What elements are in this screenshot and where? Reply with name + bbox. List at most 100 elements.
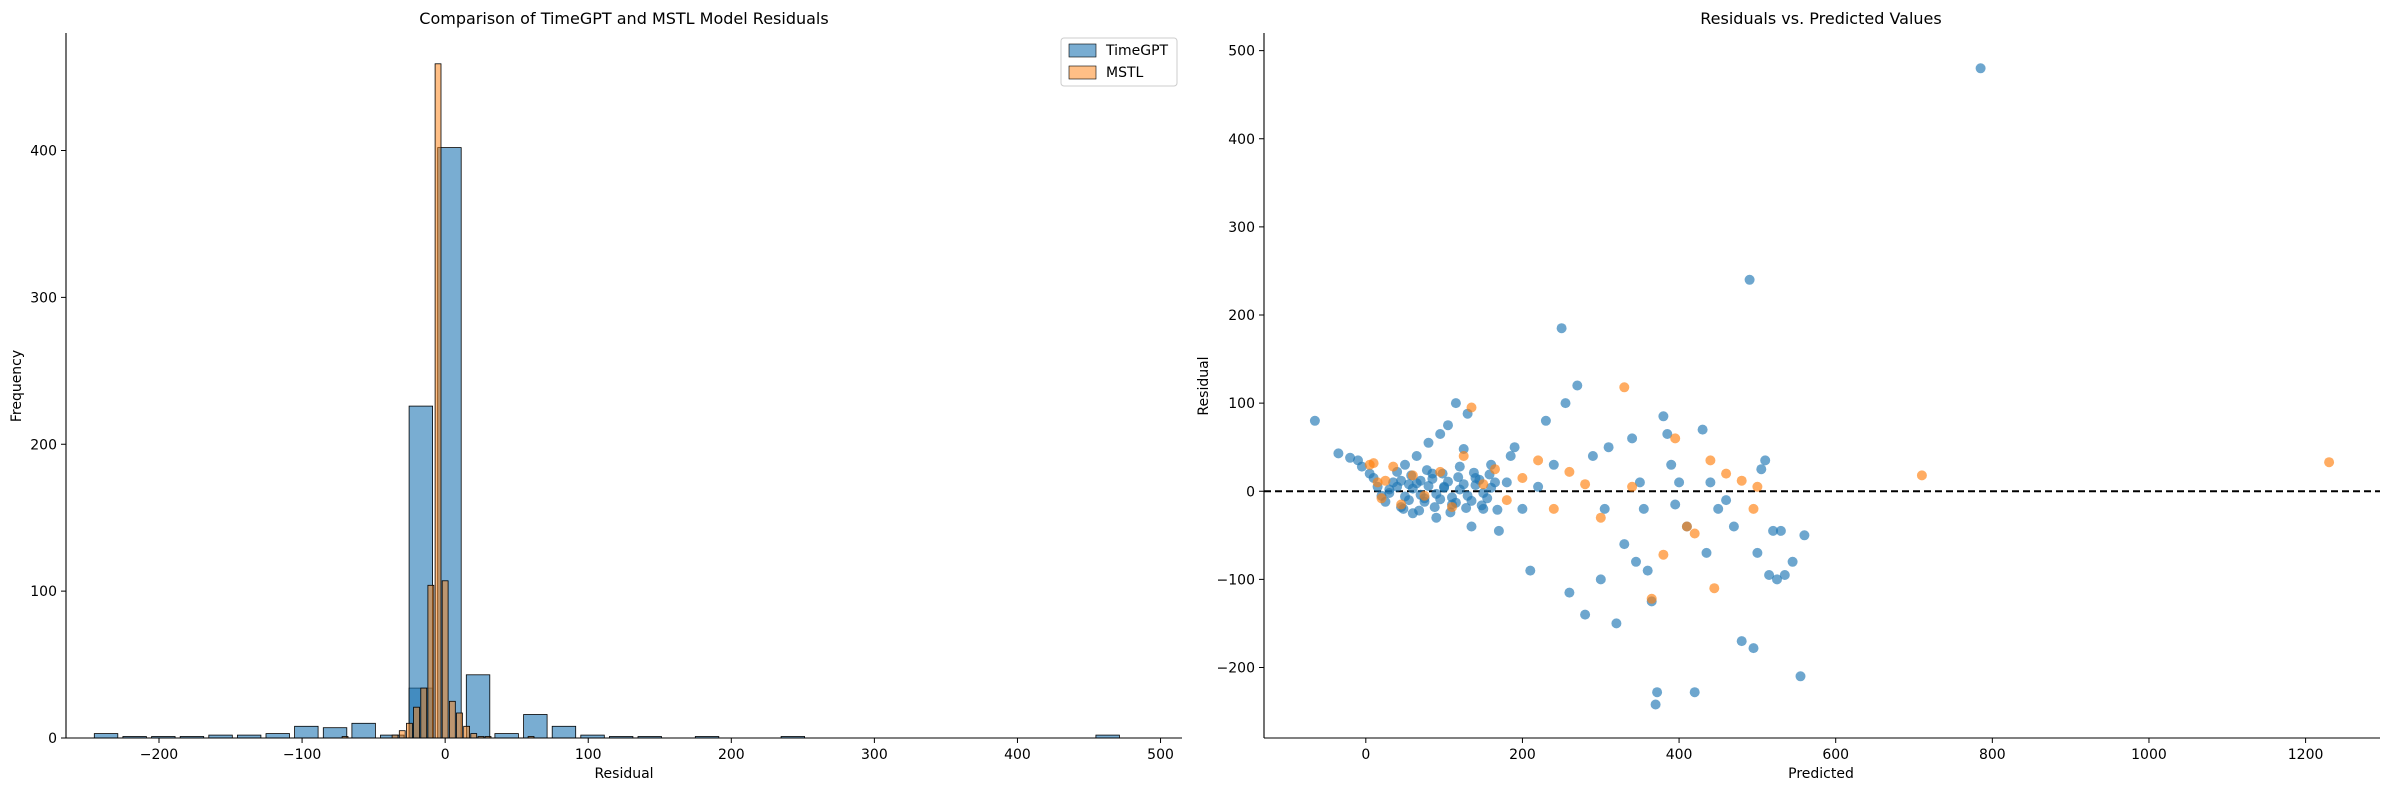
x-tick-label: −200 [140,747,178,763]
y-tick-label: 500 [1228,44,1255,60]
x-tick-label: 600 [1822,747,1849,763]
timegpt-point [1468,467,1479,478]
y-tick-label: 400 [1228,132,1255,148]
timegpt-point [1493,525,1504,536]
mstl-point [1646,593,1657,604]
mstl-point [1533,455,1544,466]
histogram-y-label: Frequency [9,350,25,422]
y-tick-label: 200 [30,437,57,453]
x-tick-label: 500 [1147,747,1174,763]
timegpt-point [1429,502,1440,513]
timegpt-bar [523,714,548,739]
timegpt-point [1466,495,1477,506]
timegpt-point [1443,420,1453,431]
timegpt-point [1458,444,1469,454]
timegpt-point [1674,477,1685,488]
timegpt-point [1427,473,1438,484]
mstl-point [1368,458,1379,469]
mstl-point [1447,502,1457,513]
mstl-point [1407,470,1418,481]
mstl-point [1681,521,1692,532]
legend-swatch-timegpt [1068,43,1097,58]
timegpt-point [1476,500,1487,511]
x-tick-label: 0 [1361,747,1370,763]
timegpt-point [1453,472,1464,483]
mstl-point [1736,475,1747,486]
timegpt-point [1345,452,1356,463]
timegpt-point [1403,495,1414,506]
timegpt-point [1435,429,1446,439]
timegpt-point [1779,570,1790,580]
mstl-point [1490,464,1500,475]
timegpt-point [1333,448,1344,459]
x-tick-label: 1000 [2131,747,2167,763]
mstl-bar [427,584,435,739]
mstl-point [1466,402,1477,413]
mstl-point [1548,503,1559,514]
x-tick-label: 200 [718,747,745,763]
timegpt-point [1411,478,1422,489]
scatter-x-label: Predicted [1788,766,1854,782]
timegpt-point [1384,488,1395,498]
timegpt-point [1599,503,1610,514]
timegpt-point [1772,574,1782,585]
mstl-bar [413,706,420,739]
scatter-x-ticks: 0 200 400 600 800 1000 1200 [1361,738,2323,763]
timegpt-point [1595,574,1606,585]
timegpt-points [1309,63,1986,710]
timegpt-point [1461,503,1472,513]
x-tick-label: 0 [441,747,450,763]
x-tick-label: 1200 [2288,747,2324,763]
y-tick-label: 100 [1228,396,1255,412]
timegpt-point [1787,556,1798,567]
timegpt-point [1505,451,1516,461]
timegpt-point [1548,459,1559,470]
timegpt-point [1400,459,1410,470]
timegpt-point [1533,481,1544,492]
mstl-point [1916,470,1927,481]
timegpt-point [1611,618,1622,629]
timegpt-point [1540,415,1551,426]
timegpt-point [1658,411,1669,422]
mstl-bar [406,722,413,739]
timegpt-point [1666,459,1677,470]
timegpt-point [1411,451,1422,461]
timegpt-point [1701,547,1712,558]
y-tick-label: 200 [1228,308,1255,324]
timegpt-bar [351,722,376,739]
timegpt-point [1525,565,1536,576]
timegpt-point [1603,442,1614,453]
mstl-point [1752,481,1763,492]
x-tick-label: −100 [283,747,321,763]
x-tick-label: 100 [575,747,602,763]
timegpt-bar [494,733,519,739]
mstl-point [1627,481,1638,492]
y-tick-label: −100 [1217,572,1255,588]
timegpt-point [1744,274,1755,285]
scatter-y-ticks: −200 −100 0 100 200 300 400 500 [1217,44,1264,677]
timegpt-point [1501,477,1512,488]
timegpt-point [1736,636,1747,647]
timegpt-point [1587,451,1598,461]
mstl-point [1580,479,1591,490]
mstl-point [1501,495,1512,506]
timegpt-point [1509,442,1520,453]
histogram-x-label: Residual [594,766,653,782]
mstl-bar [448,700,456,739]
timegpt-point [1756,464,1767,475]
timegpt-point [1752,547,1763,558]
timegpt-point [1450,398,1461,409]
mstl-point [1658,549,1669,560]
x-tick-label: 800 [1979,747,2006,763]
timegpt-point [1705,477,1716,488]
mstl-point [1376,493,1387,504]
timegpt-point [1721,495,1732,506]
timegpt-point [1309,415,1320,426]
timegpt-point [1764,570,1775,580]
timegpt-point [1795,671,1806,682]
timegpt-point [1619,539,1630,550]
timegpt-point [1431,512,1442,523]
timegpt-point [1760,455,1771,466]
timegpt-point [1631,556,1641,567]
timegpt-point [1421,465,1432,476]
